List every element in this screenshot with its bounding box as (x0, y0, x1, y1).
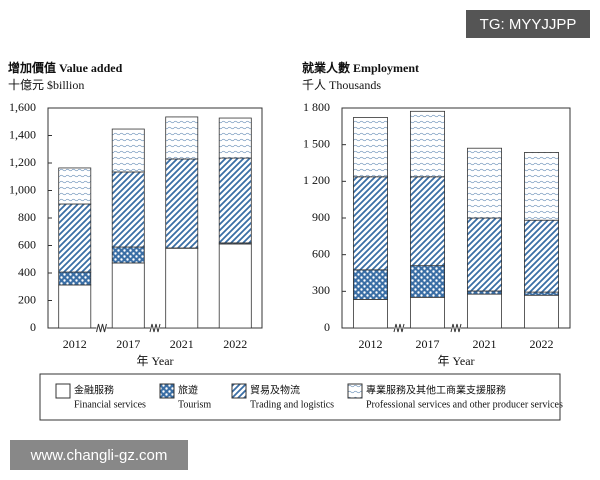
legend-label: 貿易及物流 (250, 383, 300, 396)
bar-segment (524, 294, 560, 329)
bar-segment (409, 110, 445, 178)
x-tick-label: 2021 (170, 337, 194, 351)
x-tick-label: 2017 (416, 337, 440, 351)
watermark-box (10, 440, 188, 470)
bar-segment (352, 176, 388, 271)
bar-segment (58, 271, 92, 286)
bar-segment (218, 157, 252, 244)
bar-segment (218, 243, 252, 329)
bar-segment (524, 152, 560, 221)
y-tick-label: 1,600 (9, 100, 36, 114)
legend-swatch (347, 383, 363, 399)
axis-break (450, 323, 462, 333)
legend-label: Tourism (178, 399, 211, 410)
legend-label: 旅遊 (178, 383, 198, 396)
y-tick-label: 800 (18, 210, 36, 224)
chart-title: 就業人數 Employment (302, 60, 419, 75)
y-tick-label: 900 (312, 210, 330, 224)
legend-swatch (231, 383, 247, 399)
watermark: www.changli-gz.com (30, 447, 168, 464)
chart-subtitle: 千人 Thousands (302, 78, 381, 92)
y-tick-label: 600 (312, 246, 330, 260)
chart-subtitle: 十億元 $billion (8, 78, 84, 92)
bar-segment (352, 117, 388, 178)
y-tick-label: 0 (30, 320, 36, 334)
y-tick-label: 1,200 (9, 155, 36, 169)
bar-segment (466, 293, 502, 329)
bar-segment (352, 298, 388, 329)
bar-segment (165, 158, 199, 249)
bar-segment (466, 290, 502, 295)
bar-segment (466, 217, 502, 292)
bar-segment (409, 265, 445, 298)
y-tick-label: 1 800 (303, 100, 330, 114)
bar-segment (352, 269, 388, 300)
chart-title: 增加價值 Value added (8, 60, 123, 75)
legend-swatch (55, 383, 71, 399)
bar-segment (111, 171, 145, 248)
bar-segment (165, 116, 199, 160)
watermark: TG: MYYJJPP (480, 16, 577, 33)
x-tick-label: 2022 (223, 337, 247, 351)
bar-segment (524, 219, 560, 293)
bar-segment (524, 291, 560, 296)
bar-segment (111, 128, 145, 173)
x-axis-title: 年 Year (437, 354, 474, 368)
y-tick-label: 400 (18, 265, 36, 279)
y-tick-label: 600 (18, 237, 36, 251)
legend-label: 專業服務及其他工商業支援服務 (366, 383, 506, 396)
bar-segment (58, 203, 92, 273)
x-axis-title: 年 Year (136, 354, 173, 368)
legend-box (39, 373, 561, 421)
watermark-box (466, 10, 590, 38)
x-tick-label: 2021 (473, 337, 497, 351)
axis-break (149, 323, 161, 333)
bar-segment (111, 262, 145, 329)
y-tick-label: 1 200 (303, 173, 330, 187)
legend-label: Financial services (74, 399, 146, 410)
bar-segment (466, 147, 502, 219)
axis-break (96, 323, 107, 333)
legend-label: 金融服務 (74, 383, 114, 396)
x-tick-label: 2022 (530, 337, 554, 351)
y-tick-label: 200 (18, 292, 36, 306)
legend-label: Trading and logistics (250, 399, 334, 410)
x-tick-label: 2012 (63, 337, 87, 351)
bar-segment (58, 167, 92, 205)
axis-break (393, 323, 405, 333)
y-tick-label: 300 (312, 283, 330, 297)
y-tick-label: 1,400 (9, 127, 36, 141)
bar-segment (218, 117, 252, 159)
x-tick-label: 2017 (116, 337, 140, 351)
x-tick-label: 2012 (359, 337, 383, 351)
bar-segment (111, 246, 145, 264)
bar-segment (409, 296, 445, 329)
legend-swatch (159, 383, 175, 399)
bar-segment (58, 284, 92, 329)
y-tick-label: 1,000 (9, 182, 36, 196)
y-tick-label: 0 (324, 320, 330, 334)
y-tick-label: 1 500 (303, 136, 330, 150)
legend-label: Professional services and other producer… (366, 399, 563, 410)
bar-segment (165, 247, 199, 329)
bar-segment (409, 176, 445, 267)
